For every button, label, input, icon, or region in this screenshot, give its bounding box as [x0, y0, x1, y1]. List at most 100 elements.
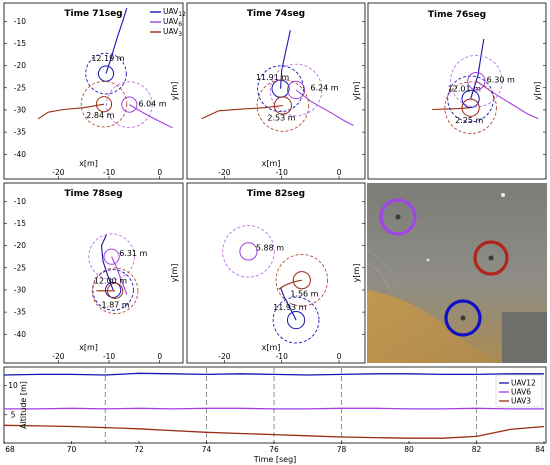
- distance-label-uav3: 1.56 m: [290, 290, 318, 299]
- position-marker-uav3: [95, 96, 113, 113]
- range-circle-uav3: [275, 253, 329, 307]
- legend: UAV12 UAV6 UAV3: [150, 7, 186, 38]
- x-tick-label: -10: [276, 168, 288, 177]
- position-marker-uav12: [97, 65, 115, 82]
- ground-marker-uav12: [444, 299, 482, 337]
- range-circle-uav6: [222, 225, 275, 278]
- panel-frame: [186, 182, 366, 364]
- altitude-series-uav6: [4, 407, 544, 410]
- x-tick-label: -10: [276, 352, 288, 361]
- range-circle-uav3: [256, 79, 310, 132]
- x-tick-label: 72: [134, 445, 144, 454]
- position-marker-uav6: [467, 72, 486, 91]
- range-circle-uav6: [450, 54, 503, 108]
- y-tick-label: -30: [14, 285, 26, 294]
- x-axis-label: Time [seg]: [253, 455, 297, 464]
- y-tick-label: -15: [14, 219, 26, 228]
- distance-label-uav6: 6.24 m: [310, 83, 338, 92]
- distance-label-uav3: 2.25 m: [455, 116, 483, 125]
- y-axis-label: y[m]: [533, 82, 542, 101]
- x-tick-label: 76: [269, 445, 279, 454]
- distance-label-uav6: 5.88 m: [256, 243, 284, 252]
- x-tick-label: -20: [218, 168, 230, 177]
- panel-frame: [367, 2, 547, 180]
- trajectory-uav6: [475, 80, 539, 120]
- altitude-legend-label-uav3: UAV3: [511, 397, 531, 406]
- position-marker-uav3: [292, 271, 311, 290]
- trajectory-uav6: [129, 104, 173, 129]
- distance-label-uav6: 6.30 m: [487, 75, 515, 84]
- y-tick-label: -40: [14, 330, 26, 339]
- range-circle-uav12: [447, 75, 494, 123]
- y-tick-label: -15: [14, 39, 26, 48]
- y-axis-label: y[m]: [170, 82, 179, 101]
- plot-panel-4: Time 78seg -10 -15 -20 -25 -30 -35 -40 y[m] -20 -1…: [3, 182, 184, 364]
- altitude-frame: [3, 366, 547, 444]
- trajectory-uav12: [100, 234, 114, 291]
- distance-label-uav12: 12.00 m: [94, 276, 127, 285]
- trajectory-uav12: [280, 30, 291, 89]
- range-circle-uav3: [444, 81, 497, 134]
- position-marker-uav3: [273, 96, 292, 115]
- panel-title: Time 82seg: [247, 189, 305, 199]
- y-tick-label: -30: [14, 105, 26, 114]
- panel-title: Time 76seg: [428, 10, 486, 20]
- y-tick-label: -10: [14, 197, 26, 206]
- plot-panel-1: Time 71seg -10 -15 -20 -25 -30 -35 -40 y[m] -20 -1…: [3, 2, 184, 180]
- x-tick-label: 0: [157, 168, 162, 177]
- plot-panel-5: Time 82seg y[m] -20 -10 0 x[m] 5.88 m 1.56 m 11.…: [186, 182, 366, 364]
- trajectory-uav3: [201, 104, 283, 120]
- range-circle-uav12: [272, 296, 320, 344]
- plot-panel-2: Time 74seg y[m] -20 -10 0 x[m] 11.91 m 6.24 m 2.…: [186, 2, 366, 180]
- altitude-legend-label-uav6: UAV6: [511, 388, 531, 397]
- distance-label-uav12: 12.19 m: [91, 54, 124, 63]
- position-marker-uav3: [107, 282, 124, 299]
- range-circle-uav6: [269, 63, 323, 117]
- legend-label-uav3: UAV3: [163, 27, 182, 38]
- x-tick-label: 68: [5, 445, 15, 454]
- range-circle-uav12: [257, 65, 304, 113]
- y-tick-label: -20: [14, 61, 26, 70]
- x-tick-label: 0: [157, 352, 162, 361]
- range-circle-uav12: [85, 52, 127, 95]
- x-axis-label: x[m]: [79, 159, 98, 168]
- trajectory-uav6: [295, 89, 354, 126]
- y-axis-label: y[m]: [170, 264, 179, 283]
- trajectory-uav12: [470, 38, 485, 100]
- x-tick-label: -20: [52, 352, 64, 361]
- y-tick-label: -40: [14, 150, 26, 159]
- range-circle-uav12: [92, 269, 134, 311]
- trajectory-uav3: [37, 103, 105, 120]
- panel-frame: [3, 182, 184, 364]
- ground-marker-uav3: [473, 240, 509, 276]
- distance-label-uav12: 11.93 m: [273, 303, 306, 312]
- trajectory-uav3: [278, 279, 302, 290]
- distance-label-uav12: 12.01 m: [448, 84, 481, 93]
- x-tick-label: 82: [472, 445, 482, 454]
- distance-label-uav12: 11.91 m: [256, 73, 289, 82]
- range-circle-uav6: [88, 233, 135, 280]
- panel-frame: [186, 2, 366, 180]
- trajectory-uav12: [280, 287, 297, 321]
- distance-label-uav3: 1.87 m: [101, 301, 129, 310]
- altitude-series-uav12: [3, 372, 544, 376]
- position-marker-uav12: [461, 89, 480, 108]
- position-marker-uav12: [105, 281, 122, 299]
- range-circle-uav3: [80, 80, 128, 128]
- y-tick-label: -10: [14, 17, 26, 26]
- trajectory-uav3: [432, 107, 471, 111]
- altitude-legend-label-uav12: UAV12: [511, 379, 536, 388]
- panel-frame: [3, 2, 184, 180]
- position-marker-uav12: [286, 310, 306, 330]
- x-axis-label: x[m]: [79, 343, 98, 352]
- y-tick-label: -35: [14, 128, 26, 137]
- panel-title: Time 78seg: [64, 189, 122, 199]
- distance-label-uav3: 2.53 m: [267, 114, 295, 123]
- y-tick-label: -20: [14, 241, 26, 250]
- y-tick-label: -35: [14, 308, 26, 317]
- x-tick-label: 78: [337, 445, 347, 454]
- ground-marker-uav6: [379, 198, 417, 236]
- y-axis-label: y[m]: [352, 264, 361, 283]
- x-tick-label: 0: [337, 168, 342, 177]
